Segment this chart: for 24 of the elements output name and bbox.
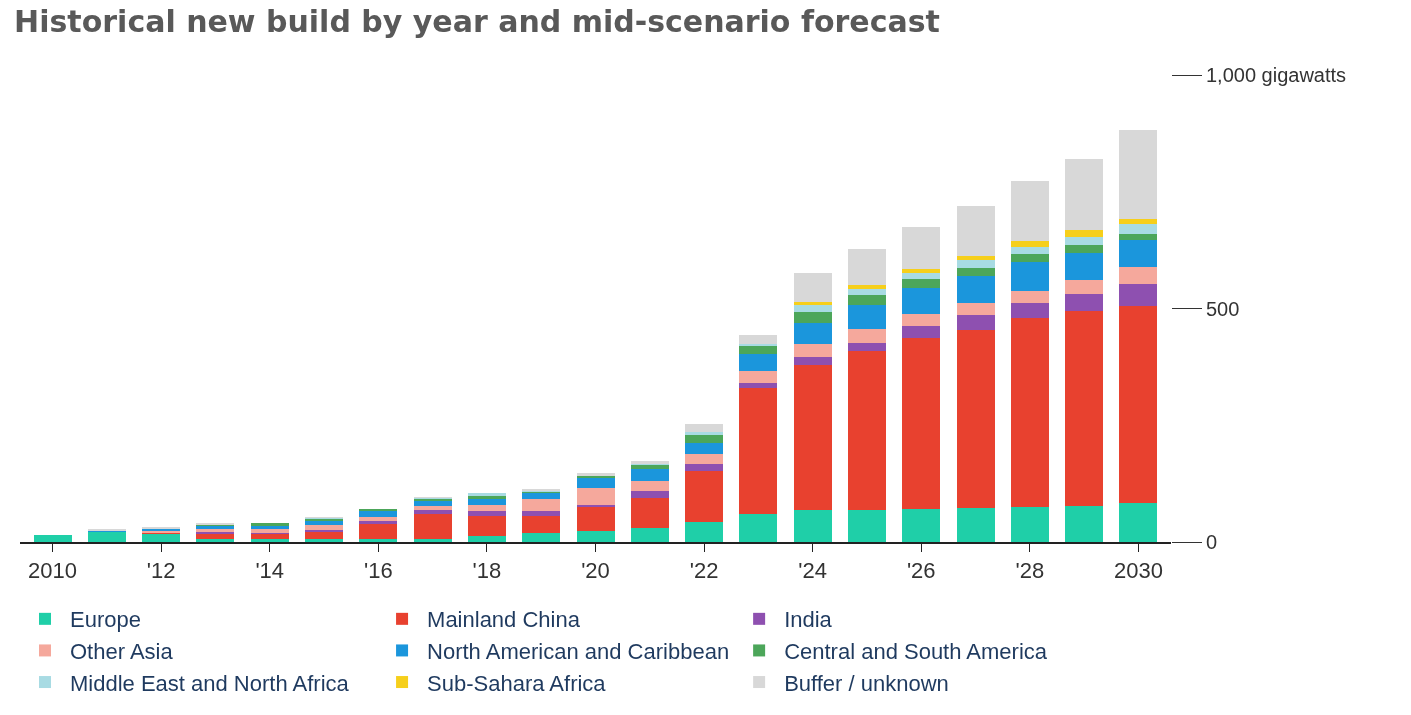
x-tick-label: '12 xyxy=(146,558,176,584)
x-tick-label: '18 xyxy=(472,558,502,584)
x-tick-label: '20 xyxy=(581,558,610,584)
x-tick-label: '16 xyxy=(363,558,393,584)
chart-title: Historical new build by year and mid-scenario forecast xyxy=(14,3,940,39)
legend-label: Central and South America xyxy=(784,639,1048,665)
y-tick-label: 500 xyxy=(1206,297,1240,320)
y-tick-label: 1,000 gigawatts xyxy=(1206,64,1347,86)
x-tick-label: 2010 xyxy=(28,558,78,584)
x-tick-label: '14 xyxy=(255,558,285,584)
legend-label: Middle East and North Africa xyxy=(70,670,350,696)
legend-label: Buffer / unknown xyxy=(784,670,949,696)
legend-label: Mainland China xyxy=(427,607,581,633)
legend-label: India xyxy=(784,607,833,633)
x-tick-label: 2030 xyxy=(1113,558,1163,584)
y-tick-label: 0 xyxy=(1206,531,1218,553)
x-tick-label: '26 xyxy=(906,558,936,584)
x-tick-label: '28 xyxy=(1015,558,1045,584)
legend-label: Sub-Sahara Africa xyxy=(427,670,607,696)
legend-label: Other Asia xyxy=(70,639,174,665)
legend-label: North American and Caribbean xyxy=(427,639,730,665)
x-tick-label: '22 xyxy=(689,558,719,584)
legend-label: Europe xyxy=(70,607,141,633)
x-tick-label: '24 xyxy=(798,558,828,584)
